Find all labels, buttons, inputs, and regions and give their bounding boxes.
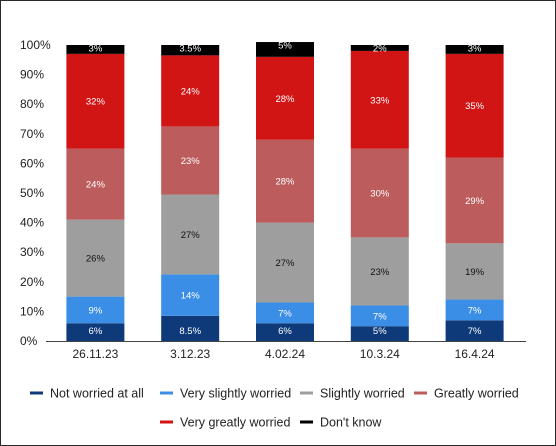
- y-tick-label: 90%: [20, 68, 44, 82]
- data-label: 14%: [181, 291, 201, 302]
- bar-segment: [161, 274, 220, 316]
- data-label: 33%: [370, 95, 390, 106]
- x-tick-label: 16.4.24: [455, 347, 495, 361]
- data-label: 28%: [275, 177, 295, 188]
- bar-segment: [66, 296, 125, 324]
- bar-segment: [350, 148, 409, 238]
- data-label: 7%: [373, 311, 387, 322]
- data-label: 3%: [89, 44, 103, 55]
- bar-segment: [256, 42, 314, 57]
- bar-segment: [445, 53, 504, 158]
- y-tick-label: 10%: [20, 304, 44, 318]
- bar-segment: [350, 45, 409, 51]
- y-tick-label: 40%: [20, 216, 44, 230]
- bar-segment: [161, 55, 220, 127]
- bar-segment: [161, 194, 220, 275]
- data-label: 3.5%: [179, 44, 201, 55]
- data-label: 7%: [468, 326, 482, 337]
- data-label: 9%: [89, 305, 103, 316]
- bar-segment: [350, 305, 409, 327]
- bar-segment: [256, 302, 314, 324]
- bar-segment: [66, 53, 125, 149]
- data-label: 23%: [370, 267, 390, 278]
- data-label: 3%: [468, 44, 482, 55]
- data-label: 27%: [275, 258, 295, 269]
- data-label: 29%: [465, 196, 485, 207]
- x-tick-label: 3.12.23: [170, 347, 210, 361]
- legend-swatch: [300, 420, 313, 424]
- legend-label: Greatly worried: [434, 387, 519, 401]
- data-label: 24%: [86, 180, 106, 191]
- data-label: 27%: [181, 230, 201, 241]
- bar-segment: [66, 45, 125, 54]
- data-label: 8.5%: [179, 326, 201, 337]
- data-label: 6%: [278, 326, 292, 337]
- legend-swatch: [414, 391, 427, 395]
- bar-segment: [445, 243, 504, 300]
- bar-segment: [161, 45, 220, 56]
- bar-segment: [350, 326, 409, 341]
- legend-swatch: [160, 420, 173, 424]
- data-label: 5%: [278, 41, 292, 52]
- legend-label: Slightly worried: [320, 387, 405, 401]
- y-tick-label: 60%: [20, 156, 44, 170]
- y-tick-label: 70%: [20, 127, 44, 141]
- data-label: 7%: [468, 305, 482, 316]
- data-label: 2%: [373, 44, 387, 55]
- data-label: 28%: [275, 94, 295, 105]
- data-label: 6%: [89, 326, 103, 337]
- bar-segment: [66, 148, 125, 220]
- bar-segment: [445, 157, 504, 244]
- data-label: 23%: [181, 156, 201, 167]
- y-tick-label: 100%: [20, 38, 51, 52]
- x-tick-label: 4.02.24: [265, 347, 305, 361]
- legend-swatch: [300, 391, 313, 395]
- bar-segment: [350, 50, 409, 149]
- data-label: 35%: [465, 101, 485, 112]
- data-label: 5%: [373, 326, 387, 337]
- x-tick-label: 10.3.24: [360, 347, 400, 361]
- bar-segment: [256, 139, 314, 223]
- data-label: 7%: [278, 308, 292, 319]
- bar-segment: [445, 45, 504, 54]
- legend-label: Very greatly worried: [180, 416, 291, 430]
- bar-segment: [256, 222, 314, 303]
- data-label: 26%: [86, 254, 106, 265]
- bar-segment: [66, 323, 125, 341]
- bar-segment: [350, 237, 409, 306]
- bar-segment: [256, 56, 314, 140]
- x-tick-label: 26.11.23: [72, 347, 118, 361]
- y-tick-label: 20%: [20, 275, 44, 289]
- legend-label: Very slightly worried: [180, 387, 291, 401]
- y-tick-label: 30%: [20, 245, 44, 259]
- data-label: 19%: [465, 267, 485, 278]
- data-label: 30%: [370, 189, 390, 200]
- bar-segment: [445, 320, 504, 341]
- bar-segment: [66, 219, 125, 297]
- data-label: 32%: [86, 97, 106, 108]
- legend-swatch: [160, 391, 173, 395]
- bar-segment: [161, 315, 220, 341]
- y-tick-label: 0%: [20, 334, 38, 348]
- legend-swatch: [30, 391, 43, 395]
- y-tick-label: 80%: [20, 97, 44, 111]
- legend-label: Not worried at all: [50, 387, 144, 401]
- legend-label: Don't know: [320, 416, 382, 430]
- bar-segment: [256, 323, 314, 341]
- y-tick-label: 50%: [20, 186, 44, 200]
- data-label: 24%: [181, 86, 201, 97]
- bar-segment: [161, 126, 220, 195]
- bar-segment: [445, 299, 504, 321]
